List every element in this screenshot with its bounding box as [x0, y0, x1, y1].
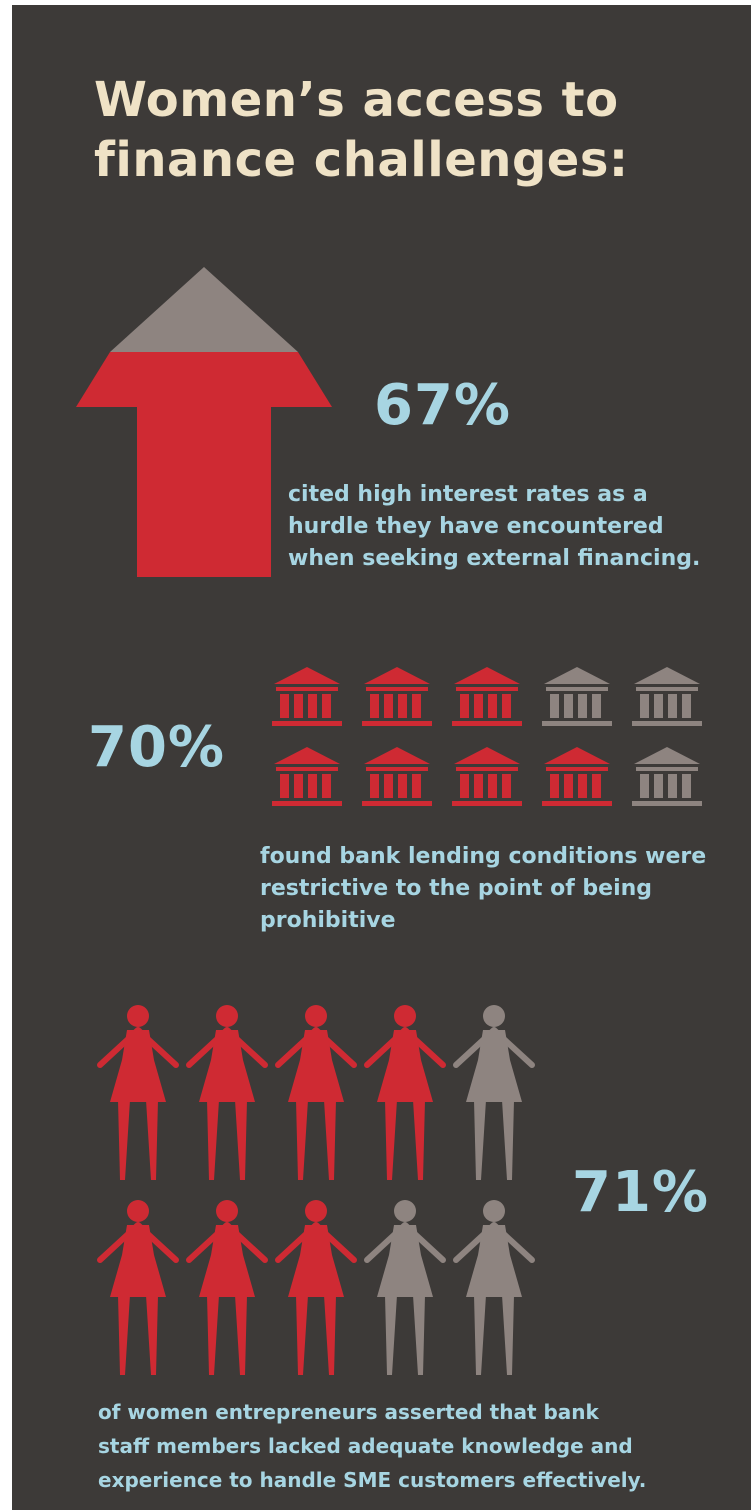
woman-figure-grid	[97, 1005, 535, 1375]
up-arrow-icon	[76, 267, 332, 577]
woman-figure-icon	[186, 1005, 268, 1180]
staff-stat: 71%	[572, 1160, 710, 1225]
woman-figure-icon	[97, 1200, 179, 1375]
bank-line-3: prohibitive	[260, 908, 396, 933]
infographic-panel: Women’s access to finance challenges: 67…	[12, 5, 751, 1510]
woman-figure-icon	[453, 1200, 535, 1375]
bank-description: found bank lending conditions were restr…	[260, 841, 706, 937]
bank-icon	[452, 667, 522, 726]
bank-icon	[452, 747, 522, 806]
bank-icon	[632, 747, 702, 806]
bank-icon	[362, 667, 432, 726]
staff-line-1: of women entrepreneurs asserted that ban…	[98, 1400, 599, 1424]
woman-figure-icon	[275, 1005, 357, 1180]
page-title: Women’s access to finance challenges:	[94, 70, 629, 190]
bank-line-2: restrictive to the point of being	[260, 876, 653, 901]
bank-icon-grid	[272, 667, 702, 806]
staff-line-3: experience to handle SME customers effec…	[98, 1468, 647, 1492]
woman-figure-icon	[186, 1200, 268, 1375]
title-line-1: Women’s access to	[94, 72, 619, 128]
staff-description: of women entrepreneurs asserted that ban…	[98, 1395, 646, 1497]
title-line-2: finance challenges:	[94, 132, 629, 188]
bank-icon	[272, 747, 342, 806]
interest-line-2: hurdle they have encountered	[288, 514, 664, 539]
interest-line-1: cited high interest rates as a	[288, 482, 648, 507]
woman-figure-icon	[275, 1200, 357, 1375]
bank-icon	[362, 747, 432, 806]
bank-stat: 70%	[88, 715, 226, 780]
bank-icon	[542, 667, 612, 726]
interest-line-3: when seeking external financing.	[288, 546, 701, 571]
bank-icon	[272, 667, 342, 726]
arrow-shaft	[137, 407, 271, 577]
interest-stat: 67%	[374, 373, 512, 438]
staff-line-2: staff members lacked adequate knowledge …	[98, 1434, 633, 1458]
woman-figure-icon	[364, 1005, 446, 1180]
bank-icon	[542, 747, 612, 806]
interest-description: cited high interest rates as a hurdle th…	[288, 479, 700, 575]
woman-figure-icon	[364, 1200, 446, 1375]
woman-figure-icon	[453, 1005, 535, 1180]
bank-icon	[632, 667, 702, 726]
woman-figure-icon	[97, 1005, 179, 1180]
arrow-head-grey	[110, 267, 298, 352]
arrow-head-red	[76, 352, 332, 407]
bank-line-1: found bank lending conditions were	[260, 844, 707, 869]
